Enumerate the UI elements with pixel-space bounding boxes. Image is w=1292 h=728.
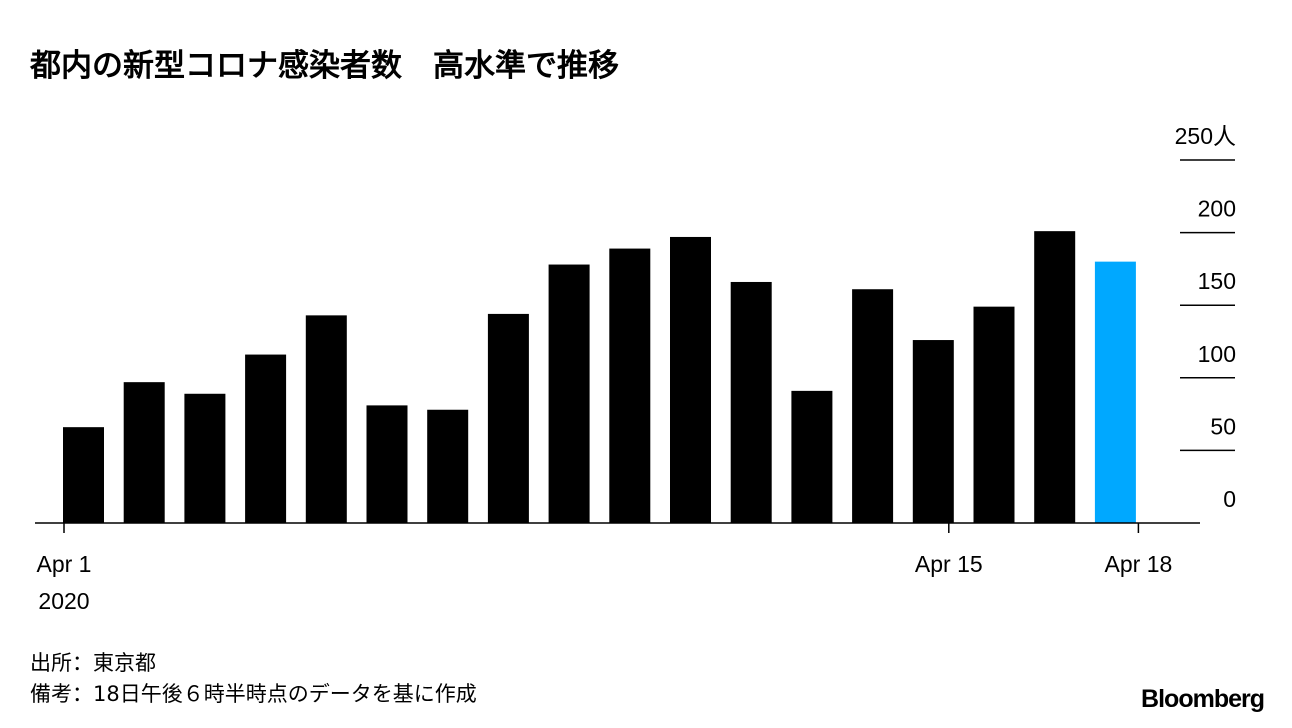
bloomberg-logo: Bloomberg (1141, 685, 1265, 713)
bar (609, 248, 651, 523)
x-tick-label: Apr 15 (915, 551, 983, 577)
y-tick-label: 50 (1210, 413, 1236, 439)
x-tick-year: 2020 (38, 588, 89, 614)
remarks-note: 備考：18日午後６時半時点のデータを基に作成 (30, 682, 477, 706)
bar (487, 313, 529, 523)
bar (1094, 261, 1136, 523)
y-tick-label: 150 (1198, 268, 1236, 294)
bar (427, 409, 469, 523)
y-tick-label: 200 (1198, 196, 1236, 222)
bar (912, 340, 954, 523)
bar (366, 405, 408, 523)
bar (63, 427, 104, 523)
x-tick-label: Apr 18 (1105, 551, 1173, 577)
source-note: 出所：東京都 (30, 651, 156, 675)
bar (852, 289, 894, 523)
bar (730, 281, 772, 523)
bar-chart: 0 50 100 150 200 250人 Apr 1 2020 Apr 15 Apr 18 (35, 123, 1236, 614)
bar (791, 390, 833, 523)
bar (548, 264, 590, 523)
bar (184, 393, 226, 523)
bar (670, 236, 711, 523)
bar (245, 354, 287, 523)
bar (1034, 231, 1076, 523)
y-tick-label: 0 (1223, 486, 1236, 512)
bar (973, 306, 1015, 523)
bar (305, 315, 347, 523)
y-tick-label: 250人 (1175, 123, 1236, 149)
y-tick-label: 100 (1198, 341, 1236, 367)
x-tick-label: Apr 1 (37, 551, 92, 577)
bar (123, 382, 165, 523)
chart-title: 都内の新型コロナ感染者数 高水準で推移 (30, 48, 619, 84)
